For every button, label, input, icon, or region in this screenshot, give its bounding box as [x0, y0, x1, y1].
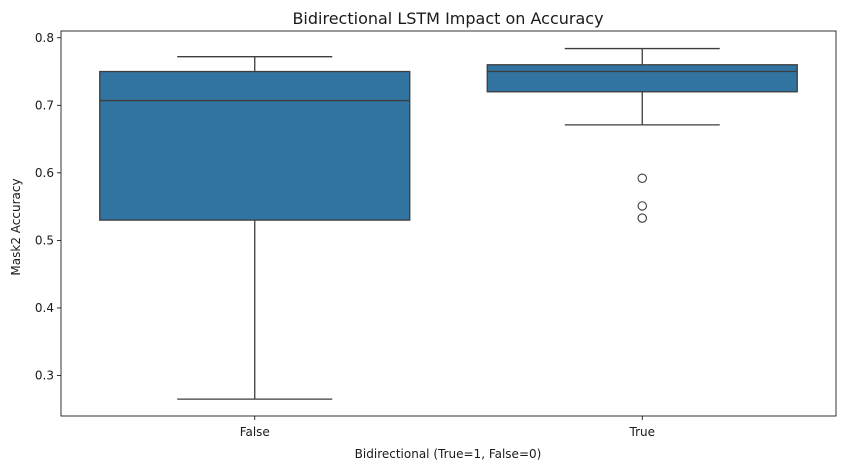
plot-area [99, 47, 798, 400]
plot-frame [60, 30, 837, 417]
chart-title: Bidirectional LSTM Impact on Accuracy [292, 9, 603, 28]
x-axis: False True [240, 416, 655, 439]
x-tick-label: False [240, 425, 270, 439]
x-axis-label: Bidirectional (True=1, False=0) [355, 447, 542, 461]
outlier-point [637, 173, 647, 183]
box-group-false [99, 56, 411, 400]
outlier-point [637, 201, 647, 211]
iqr-box [486, 64, 798, 93]
x-tick-label: True [629, 425, 656, 439]
y-tick-label: 0.8 [35, 31, 54, 45]
iqr-box [99, 70, 411, 221]
y-tick-label: 0.3 [35, 368, 54, 382]
y-tick-label: 0.6 [35, 166, 54, 180]
y-tick-label: 0.4 [35, 301, 54, 315]
outlier-point [637, 213, 647, 223]
y-axis-label: Mask2 Accuracy [9, 178, 23, 275]
y-tick-label: 0.7 [35, 98, 54, 112]
y-axis: 0.3 0.4 0.5 0.6 0.7 0.8 [35, 31, 61, 382]
y-tick-label: 0.5 [35, 233, 54, 247]
box-group-true [486, 47, 798, 223]
